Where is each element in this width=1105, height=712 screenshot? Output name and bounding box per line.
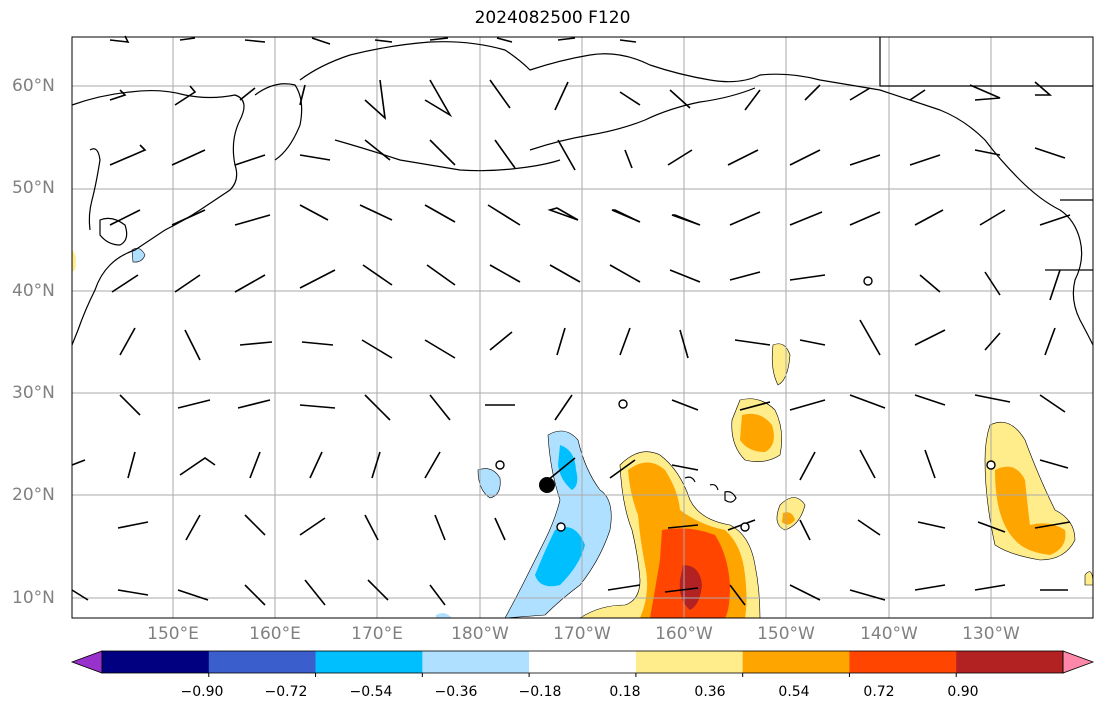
- lon-label-140w: 140°W: [860, 624, 918, 644]
- lon-label-160e: 160°E: [249, 624, 301, 644]
- storm-center-marker: [539, 477, 555, 493]
- colorbar-tick-label: 0.90: [947, 684, 979, 700]
- lon-label-130w: 130°W: [962, 624, 1020, 644]
- aleutians: [334, 139, 561, 172]
- lon-label-150w: 150°W: [757, 624, 815, 644]
- colorbar-tick-label: −0.36: [434, 684, 478, 700]
- lon-label-160w: 160°W: [655, 624, 713, 644]
- negative-anomaly-small: [477, 468, 501, 499]
- anomaly-shading: [72, 248, 1094, 619]
- colorbar-segment: [422, 651, 530, 673]
- colorbar-segment: [315, 651, 423, 673]
- negative-anomaly-mid: [558, 445, 578, 490]
- colorbar-segment: [529, 651, 637, 673]
- sakhalin: [88, 148, 101, 231]
- lat-label-50n: 50°N: [12, 178, 55, 198]
- lat-label-30n: 30°N: [12, 383, 55, 403]
- colorbar-extension-high: [1062, 650, 1095, 674]
- map-title: 2024082500 F120: [474, 8, 631, 28]
- colorbar-tick-label: −0.18: [518, 684, 562, 700]
- positive-anomaly-patch-3-core: [782, 512, 795, 525]
- colorbar-segments: [70, 650, 1095, 674]
- colorbar-segment: [956, 651, 1064, 673]
- colorbar-tick-label: −0.90: [180, 684, 224, 700]
- lat-label-20n: 20°N: [12, 485, 55, 505]
- colorbar-segment: [208, 651, 317, 673]
- colorbar-tick-label: 0.72: [863, 684, 895, 700]
- colorbar-tick-label: 0.36: [694, 684, 726, 700]
- lon-label-170e: 170°E: [351, 624, 403, 644]
- positive-anomaly-west-edge: [72, 250, 76, 272]
- colorbar-extension-low: [70, 650, 103, 674]
- colorbar-tick-label: −0.54: [349, 684, 393, 700]
- hawaii: [684, 476, 737, 503]
- japan-hokkaido: [99, 217, 128, 246]
- negative-anomaly-mid-2: [535, 527, 585, 587]
- colorbar-tick-label: 0.54: [778, 684, 810, 700]
- canada-border: [879, 37, 1093, 87]
- colorbar-tick-label: 0.18: [609, 684, 641, 700]
- us-border: [1045, 199, 1093, 271]
- wind-barbs: [71, 35, 1071, 606]
- colorbar-tick-label: −0.72: [264, 684, 308, 700]
- calm-markers: [495, 276, 996, 532]
- coastlines: [71, 37, 1094, 503]
- lat-label-10n: 10°N: [12, 588, 55, 608]
- colorbar-segment: [849, 651, 957, 673]
- positive-anomaly-east-core: [995, 466, 1066, 555]
- colorbar-outline: [101, 650, 1064, 674]
- lon-label-180w: 180°W: [451, 624, 509, 644]
- lat-label-40n: 40°N: [12, 281, 55, 301]
- gridlines: [72, 37, 1093, 618]
- asia-coast: [71, 89, 245, 346]
- lon-label-150e: 150°E: [147, 624, 199, 644]
- colorbar-segment: [102, 651, 210, 673]
- positive-anomaly-peak: [679, 565, 702, 610]
- alaska-coast: [299, 41, 1094, 346]
- positive-anomaly-patch-1-core: [740, 413, 774, 452]
- map-frame: [71, 36, 1094, 619]
- negative-anomaly-bottom: [436, 613, 452, 618]
- lon-label-170w: 170°W: [553, 624, 611, 644]
- colorbar-segment: [635, 651, 744, 673]
- lat-label-60n: 60°N: [12, 76, 55, 96]
- colorbar-segment: [742, 651, 850, 673]
- alaska-peninsula: [529, 87, 756, 151]
